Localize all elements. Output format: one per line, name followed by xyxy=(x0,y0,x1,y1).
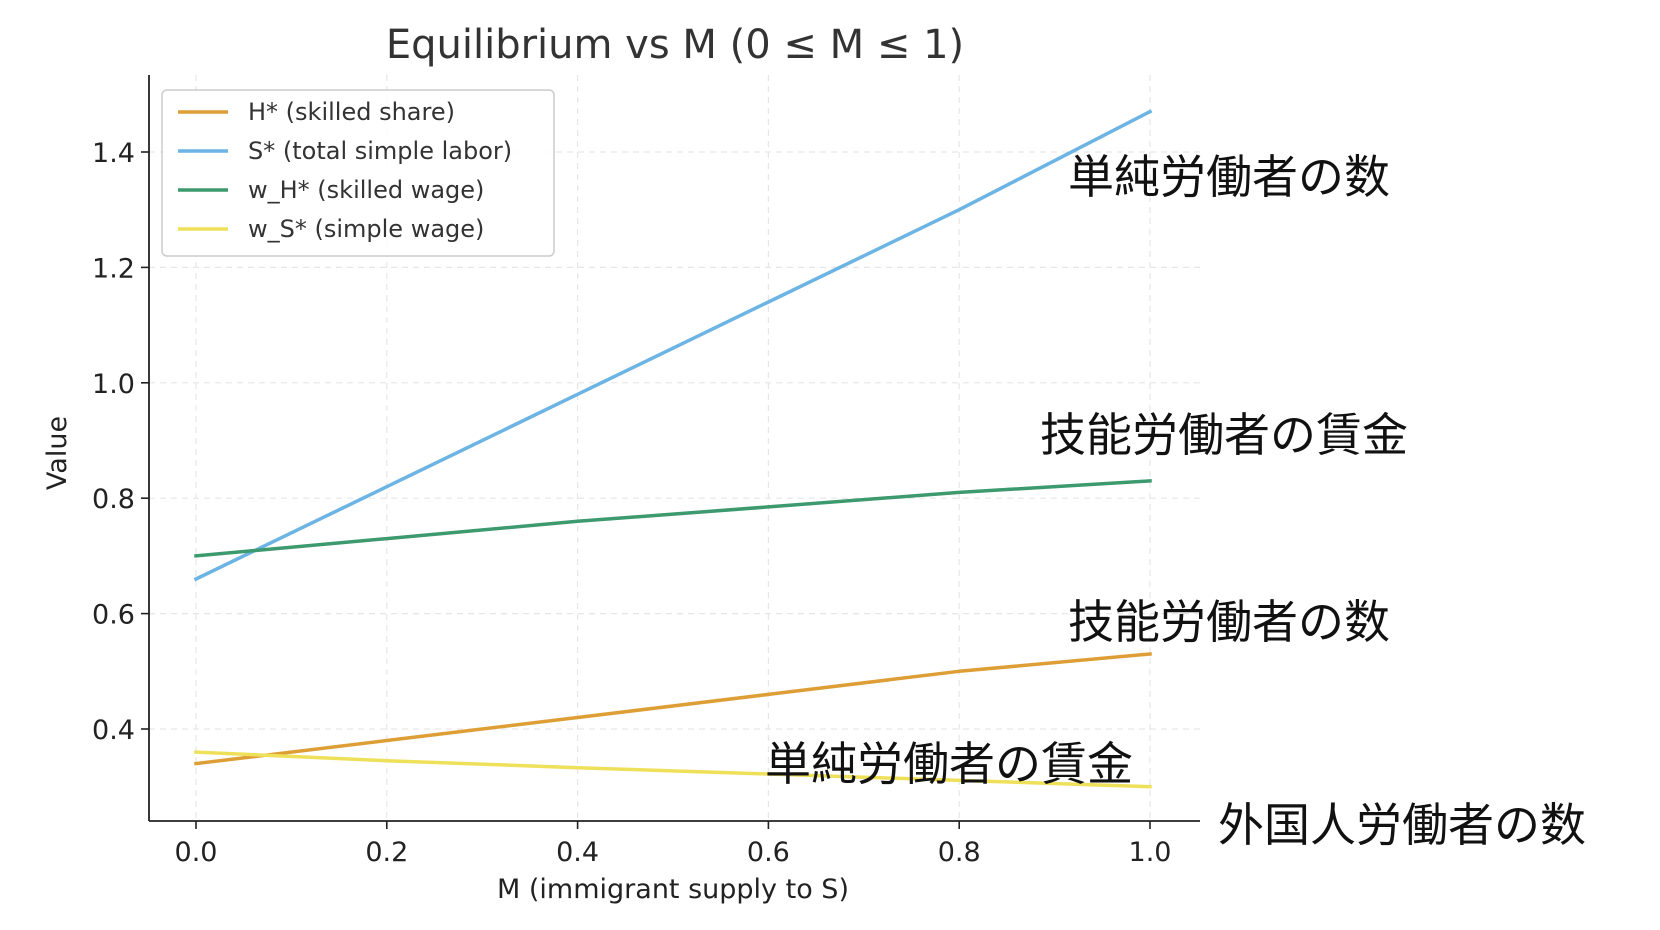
x-tick-label: 1.0 xyxy=(1129,837,1172,868)
y-tick-label: 0.4 xyxy=(92,715,135,746)
x-tick-label: 0.8 xyxy=(938,837,981,868)
tick-labels: 0.0 0.2 0.4 0.6 0.8 1.0 0.4 0.6 0.8 1.0 1.2 1.4 xyxy=(92,138,1171,868)
legend: H* (skilled share) S* (total simple labor… xyxy=(161,89,555,257)
series-line-3 xyxy=(194,750,1152,789)
annotation-foreign-worker-count: 外国人労働者の数 xyxy=(1218,798,1586,852)
legend-label-2: w_H* (skilled wage) xyxy=(248,176,484,204)
y-tick-label: 1.4 xyxy=(92,138,135,169)
annotations: 単純労働者の数 技能労働者の賃金 技能労働者の数 単純労働者の賃金 外国人労働者… xyxy=(765,150,1586,852)
legend-box xyxy=(161,89,555,257)
x-tick-label: 0.2 xyxy=(365,837,408,868)
series-lines xyxy=(193,109,1153,789)
legend-label-1: S* (total simple labor) xyxy=(248,137,512,165)
annotation-simple-wage: 単純労働者の賃金 xyxy=(765,737,1133,791)
x-tick-label: 0.0 xyxy=(175,837,218,868)
annotation-skilled-wage: 技能労働者の賃金 xyxy=(1040,408,1408,462)
series-line-1 xyxy=(193,109,1153,582)
series-line-0 xyxy=(194,652,1152,766)
x-tick-label: 0.4 xyxy=(556,837,599,868)
x-axis-title: M (immigrant supply to S) xyxy=(497,874,849,905)
y-tick-label: 1.0 xyxy=(92,369,135,400)
annotation-skilled-count: 技能労働者の数 xyxy=(1068,595,1390,649)
y-axis-title: Value xyxy=(42,416,73,490)
legend-label-0: H* (skilled share) xyxy=(248,98,455,126)
axes xyxy=(141,75,1200,829)
legend-label-3: w_S* (simple wage) xyxy=(248,215,484,243)
y-tick-label: 1.2 xyxy=(92,253,135,284)
y-tick-label: 0.8 xyxy=(92,484,135,515)
chart-title: Equilibrium vs M (0 ≤ M ≤ 1) xyxy=(386,22,964,68)
annotation-simple-labor-count: 単純労働者の数 xyxy=(1068,150,1390,204)
y-tick-label: 0.6 xyxy=(92,600,135,631)
x-tick-label: 0.6 xyxy=(747,837,790,868)
series-line-2 xyxy=(194,479,1152,558)
